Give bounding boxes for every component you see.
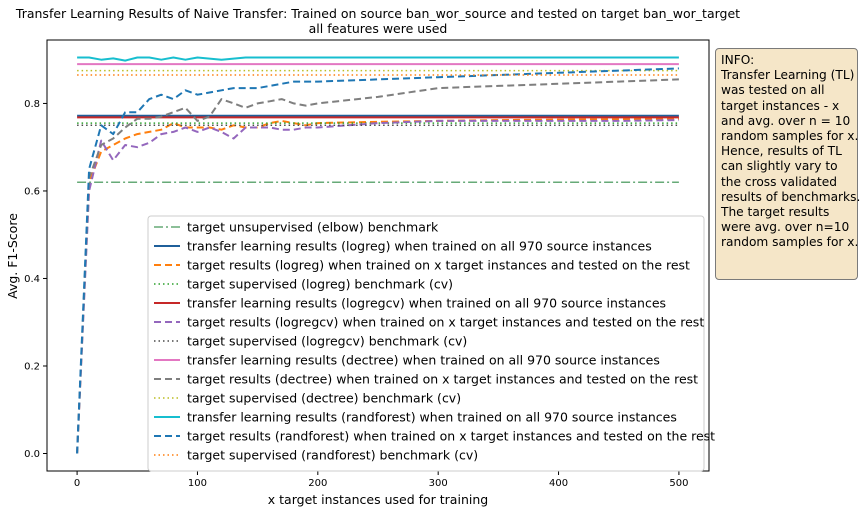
x-tick-label: 200 [308,478,327,489]
info-line: results of benchmarks. [721,189,861,204]
info-line: were avg. over n=10 [721,220,850,235]
legend-label: target unsupervised (elbow) benchmark [187,220,439,235]
info-line: can slightly vary to [721,159,838,174]
legend-label: transfer learning results (randforest) w… [187,410,677,425]
x-tick-label: 500 [669,478,688,489]
legend-label: target results (randforest) when trained… [187,429,715,444]
series-line-11 [76,67,679,454]
info-line: INFO: [721,53,755,67]
chart-title: Transfer Learning Results of Naive Trans… [15,6,740,21]
y-tick-label: 0.4 [24,274,40,285]
legend-label: transfer learning results (logregcv) whe… [187,296,666,311]
info-line: and avg. over n = 10 [721,113,851,128]
x-tick-label: 100 [188,478,207,489]
series-line-5 [76,119,679,454]
series-line-8 [76,78,679,454]
legend-label: target results (logreg) when trained on … [187,258,690,273]
legend-label: target supervised (logregcv) benchmark (… [187,334,467,349]
chart-legend: target unsupervised (elbow) benchmark tra… [147,215,715,472]
legend-label: target supervised (logreg) benchmark (cv… [187,277,453,292]
legend-label: target results (dectree) when trained on… [187,372,698,387]
legend-label: transfer learning results (logreg) when … [187,239,652,254]
info-line: target instances - x [721,98,840,113]
info-line: was tested on all [721,83,825,98]
y-tick-label: 0.8 [24,99,40,110]
legend-label: target supervised (dectree) benchmark (c… [187,391,461,406]
chart-subtitle: all features were used [309,21,448,36]
plot-lines [76,56,679,454]
info-box: INFO: Transfer Learning (TL) was tested … [715,48,861,280]
info-line: random samples for x. [721,235,859,250]
info-line: the cross validated [721,174,838,189]
x-tick-label: 300 [429,478,448,489]
info-line: Transfer Learning (TL) [721,68,855,83]
x-axis-label: x target instances used for training [268,492,488,507]
legend-label: transfer learning results (dectree) when… [187,353,660,368]
legend-label: target results (logregcv) when trained o… [187,315,704,330]
y-tick-label: 0.2 [24,361,40,372]
series-line-10 [77,56,679,62]
legend-box [147,215,705,472]
axis-ticks: 0 100 200 300 400 500 0.0 0.2 0.4 0.6 0.8 [24,99,688,489]
y-axis-label: Avg. F1-Score [5,213,20,299]
x-tick-label: 400 [549,478,568,489]
info-line: The target results [721,205,830,220]
info-line: Hence, results of TL [721,144,842,159]
legend-label: target supervised (randforest) benchmark… [187,448,478,463]
y-tick-label: 0.6 [24,186,40,197]
y-tick-label: 0.0 [24,449,40,460]
info-line: random samples for x. [721,129,859,144]
x-tick-label: 0 [74,478,80,489]
